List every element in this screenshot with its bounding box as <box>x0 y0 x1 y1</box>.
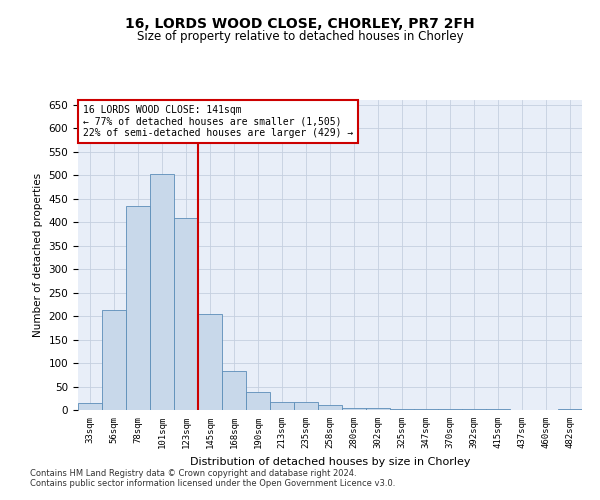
Text: Contains HM Land Registry data © Crown copyright and database right 2024.: Contains HM Land Registry data © Crown c… <box>30 468 356 477</box>
Bar <box>414 409 438 410</box>
Bar <box>318 406 342 410</box>
Bar <box>366 408 390 410</box>
Bar <box>102 310 126 410</box>
Bar <box>78 403 102 410</box>
Text: Contains public sector information licensed under the Open Government Licence v3: Contains public sector information licen… <box>30 478 395 488</box>
Bar <box>462 409 486 410</box>
Bar <box>558 408 582 410</box>
Bar <box>150 174 174 410</box>
Bar <box>246 392 270 410</box>
Text: 16, LORDS WOOD CLOSE, CHORLEY, PR7 2FH: 16, LORDS WOOD CLOSE, CHORLEY, PR7 2FH <box>125 18 475 32</box>
Y-axis label: Number of detached properties: Number of detached properties <box>33 173 43 337</box>
Bar <box>222 371 246 410</box>
Bar <box>198 314 222 410</box>
Bar <box>174 218 198 410</box>
Bar <box>438 409 462 410</box>
Bar <box>342 408 366 410</box>
Bar <box>390 408 414 410</box>
Bar <box>486 409 510 410</box>
Bar <box>294 402 318 410</box>
Bar <box>126 206 150 410</box>
Bar <box>270 402 294 410</box>
Text: Size of property relative to detached houses in Chorley: Size of property relative to detached ho… <box>137 30 463 43</box>
X-axis label: Distribution of detached houses by size in Chorley: Distribution of detached houses by size … <box>190 457 470 467</box>
Text: 16 LORDS WOOD CLOSE: 141sqm
← 77% of detached houses are smaller (1,505)
22% of : 16 LORDS WOOD CLOSE: 141sqm ← 77% of det… <box>83 104 353 138</box>
